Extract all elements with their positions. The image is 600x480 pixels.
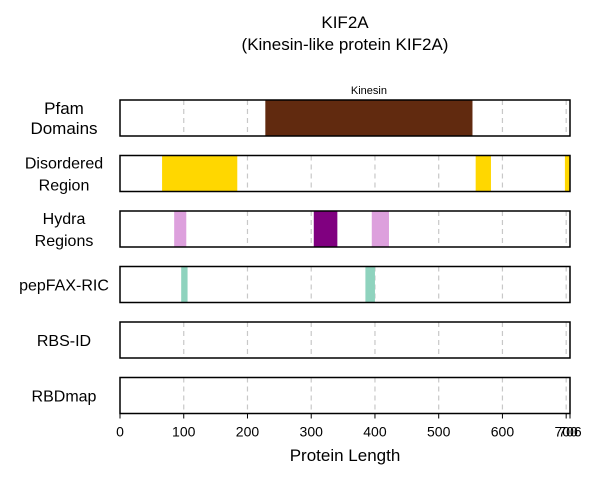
track-4: RBS-ID <box>37 321 571 359</box>
track-background <box>120 266 570 303</box>
x-tick-label: 706 <box>558 424 582 440</box>
feature-label: Kinesin <box>351 85 387 97</box>
x-tick-label: 0 <box>116 424 124 440</box>
track-label: pepFAX-RIC <box>19 278 109 295</box>
feature-bar <box>181 267 188 302</box>
tracks-layer: Kinesin Pfam Domains Disordered Region Hydra R… <box>19 85 571 415</box>
track-label-line: Regions <box>35 233 94 250</box>
track-background <box>120 322 570 358</box>
track-label-line: RBDmap <box>32 389 97 406</box>
track-label-line: RBS-ID <box>37 333 91 350</box>
track-1: Disordered Region <box>25 154 571 195</box>
track-label-line: Hydra <box>43 211 86 228</box>
chart-title: KIF2A <box>321 13 369 32</box>
track-label-line: pepFAX-RIC <box>19 278 109 295</box>
feature-bar <box>365 267 375 302</box>
track-3: pepFAX-RIC <box>19 265 571 304</box>
track-5: RBDmap <box>32 376 571 415</box>
feature-bar <box>475 156 491 191</box>
track-border <box>119 154 571 193</box>
track-label: RBDmap <box>32 389 97 406</box>
x-tick-label: 700 <box>554 424 578 440</box>
feature-bar <box>265 100 473 136</box>
x-tick-label: 100 <box>172 424 196 440</box>
track-border <box>119 321 571 359</box>
track-background <box>120 377 570 414</box>
track-label: Pfam Domains <box>30 99 97 138</box>
track-border <box>119 210 571 248</box>
track-border <box>119 376 571 415</box>
x-tick-label: 300 <box>300 424 324 440</box>
track-label-line: Domains <box>30 119 97 138</box>
track-border <box>119 99 571 137</box>
track-border <box>119 265 571 304</box>
x-tick-label: 200 <box>236 424 260 440</box>
feature-bar <box>174 211 187 247</box>
track-label-line: Disordered <box>25 156 103 173</box>
x-tick-label: 600 <box>491 424 515 440</box>
x-axis-label: Protein Length <box>290 446 401 465</box>
track-label: Hydra Regions <box>35 211 94 250</box>
x-tick-label: 500 <box>427 424 451 440</box>
feature-bar <box>313 211 338 247</box>
track-label: Disordered Region <box>25 156 103 195</box>
feature-bar <box>162 156 238 191</box>
x-tick-label: 400 <box>363 424 387 440</box>
chart-subtitle: (Kinesin-like protein KIF2A) <box>242 35 449 54</box>
track-0: Kinesin Pfam Domains <box>30 85 571 138</box>
track-label-line: Pfam <box>44 99 84 118</box>
track-label-line: Region <box>39 178 90 195</box>
track-label: RBS-ID <box>37 333 91 350</box>
feature-bar <box>564 156 570 191</box>
track-background <box>120 211 570 247</box>
track-2: Hydra Regions <box>35 210 571 250</box>
feature-bar <box>371 211 389 247</box>
